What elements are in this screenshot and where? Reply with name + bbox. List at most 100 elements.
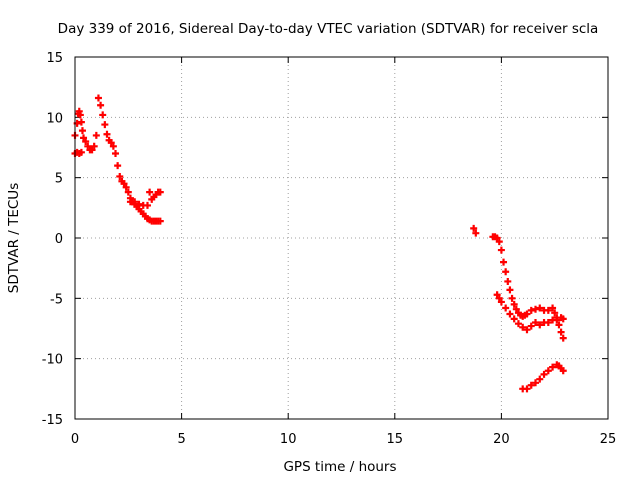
data-point (559, 367, 567, 375)
data-point (527, 322, 535, 330)
data-point (532, 318, 540, 326)
y-tick-label: -15 (42, 413, 63, 428)
data-point (519, 323, 527, 331)
data-point (557, 328, 565, 336)
data-point (77, 118, 85, 126)
data-point (97, 101, 105, 109)
data-points (71, 94, 567, 393)
y-tick-label: -5 (50, 292, 63, 307)
x-tick-label: 20 (493, 432, 510, 447)
data-point (493, 291, 501, 299)
axis-ticks (74, 56, 609, 420)
data-point (472, 229, 480, 237)
data-point (559, 334, 567, 342)
data-point (124, 188, 132, 196)
data-point (527, 306, 535, 314)
data-point (559, 315, 567, 323)
data-point (90, 142, 98, 150)
data-point (510, 300, 518, 308)
data-point (551, 309, 559, 317)
y-axis-label: SDTVAR / TECUs (6, 183, 22, 293)
data-point (82, 137, 90, 145)
data-point (103, 130, 111, 138)
data-point (544, 367, 552, 375)
data-point (512, 305, 520, 313)
data-point (555, 321, 563, 329)
data-point (523, 326, 531, 334)
data-point (527, 381, 535, 389)
data-point (514, 320, 522, 328)
data-point (502, 304, 510, 312)
data-point (523, 310, 531, 318)
data-point (544, 306, 552, 314)
data-point (553, 316, 561, 324)
data-point (78, 127, 86, 135)
data-point (116, 172, 124, 180)
x-tick-label: 25 (600, 432, 617, 447)
data-point (146, 188, 154, 196)
x-axis-label: GPS time / hours (283, 459, 396, 475)
data-point (508, 294, 516, 302)
data-point (114, 162, 122, 170)
x-tick-label: 0 (71, 432, 79, 447)
y-tick-label: 10 (46, 111, 63, 126)
data-point (495, 294, 503, 302)
data-point (99, 111, 107, 119)
data-point (84, 142, 92, 150)
chart-title: Day 339 of 2016, Sidereal Day-to-day VTE… (58, 21, 599, 37)
data-point (92, 131, 100, 139)
data-point (80, 134, 88, 142)
series-early-low (71, 148, 85, 158)
plot-frame (74, 56, 609, 420)
data-point (497, 246, 505, 254)
data-point (77, 148, 85, 156)
data-point (540, 370, 548, 378)
series-early-loop (71, 107, 100, 154)
data-point (506, 310, 514, 318)
y-tick-label: 0 (55, 232, 63, 247)
data-point (470, 224, 478, 232)
data-point (502, 268, 510, 276)
data-point (88, 146, 96, 154)
data-point (504, 277, 512, 285)
data-point (131, 198, 139, 206)
data-point (532, 379, 540, 387)
data-point (143, 201, 151, 209)
series-late-bottom (519, 361, 567, 393)
y-tick-label: 15 (46, 51, 63, 66)
data-point (495, 238, 503, 246)
data-point (510, 315, 518, 323)
data-point (506, 286, 514, 294)
data-point (107, 139, 115, 147)
series-late-lower (493, 291, 567, 334)
data-point (122, 183, 130, 191)
data-point (549, 363, 557, 371)
data-point (76, 111, 84, 119)
x-tick-label: 5 (177, 432, 185, 447)
data-point (493, 234, 501, 242)
grid (75, 57, 608, 419)
data-point (549, 304, 557, 312)
data-point (156, 217, 164, 225)
data-point (120, 180, 128, 188)
data-point (532, 305, 540, 313)
data-point (156, 188, 164, 196)
data-point (135, 200, 143, 208)
data-point (536, 321, 544, 329)
y-tick-label: 5 (55, 172, 63, 187)
data-point (109, 142, 117, 150)
y-tick-label: -10 (42, 353, 63, 368)
data-point (101, 121, 109, 129)
data-point (523, 385, 531, 393)
data-point (536, 375, 544, 383)
data-point (544, 318, 552, 326)
x-tick-label: 10 (280, 432, 297, 447)
data-point (536, 304, 544, 312)
x-tick-label: 15 (387, 432, 404, 447)
data-point (112, 150, 120, 158)
data-point (94, 94, 102, 102)
data-point (497, 298, 505, 306)
data-point (500, 258, 508, 266)
series-early-tail (126, 188, 164, 209)
